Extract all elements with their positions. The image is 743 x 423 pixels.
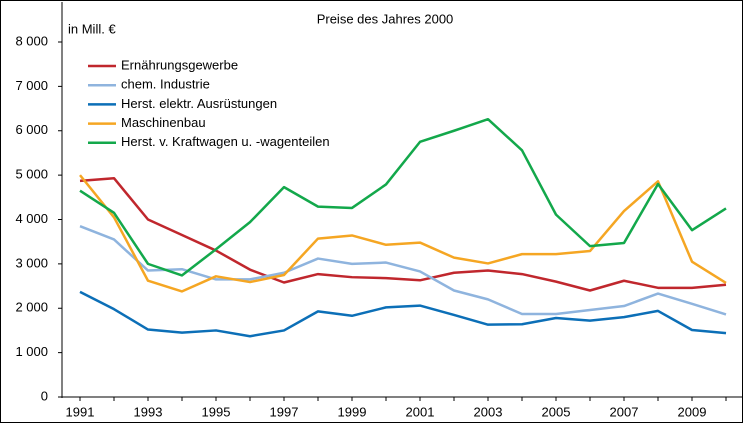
y-tick-label: 5 000 (15, 167, 48, 182)
series-line (79, 224, 727, 316)
x-tick-label: 1995 (202, 404, 231, 419)
x-tick-label: 2005 (542, 404, 571, 419)
y-tick-label: 7 000 (15, 78, 48, 93)
y-tick-label: 1 000 (15, 344, 48, 359)
y-tick-label: 6 000 (15, 122, 48, 137)
x-tick-label: 1999 (338, 404, 367, 419)
legend-label: chem. Industrie (121, 77, 210, 92)
x-tick-label: 2007 (610, 404, 639, 419)
x-tick-label: 2001 (406, 404, 435, 419)
x-tick-label: 2003 (474, 404, 503, 419)
x-tick-label: 1993 (134, 404, 163, 419)
series-line (79, 117, 727, 277)
chart-title: Preise des Jahres 2000 (317, 11, 454, 26)
y-axis-label: in Mill. € (68, 21, 116, 36)
series-line (79, 174, 727, 293)
series-line (79, 290, 727, 338)
legend-label: Ernährungsgewerbe (121, 57, 238, 72)
y-tick-label: 0 (41, 388, 48, 403)
legend-label: Maschinenbau (121, 115, 206, 130)
x-tick-label: 1997 (270, 404, 299, 419)
y-tick-label: 3 000 (15, 255, 48, 270)
series-line (79, 176, 727, 292)
y-tick-label: 2 000 (15, 300, 48, 315)
legend-label: Herst. elektr. Ausrüstungen (121, 96, 277, 111)
y-tick-label: 8 000 (15, 33, 48, 48)
x-tick-label: 1991 (66, 404, 95, 419)
x-tick-label: 2009 (678, 404, 707, 419)
y-tick-label: 4 000 (15, 211, 48, 226)
legend-label: Herst. v. Kraftwagen u. -wagenteilen (121, 134, 330, 149)
